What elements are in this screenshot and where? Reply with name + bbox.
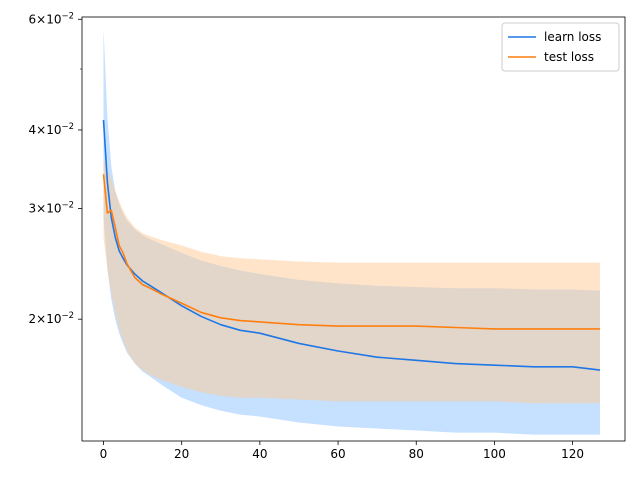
y-tick-label: 4×10−2 [29,122,75,137]
y-tick-label: 3×10−2 [29,200,75,215]
x-tick-label: 120 [561,447,584,461]
x-tick-label: 80 [409,447,424,461]
series-lines [102,119,601,371]
x-tick-label: 100 [483,447,506,461]
legend: learn loss test loss [501,22,620,72]
x-tick-label: 60 [330,447,345,461]
y-axis: 2×10−2 3×10−2 4×10−2 6×10−2 [29,11,82,326]
legend-label: test loss [544,50,594,64]
x-tick-label: 0 [100,447,108,461]
y-tick-label: 2×10−2 [29,311,75,326]
test-loss-line [102,174,600,330]
y-tick-label: 6×10−2 [29,11,75,26]
plot-frame [81,16,626,442]
x-axis: 0 20 40 60 80 100 120 [100,441,584,461]
test-loss-band [103,158,600,404]
x-tick-label: 20 [174,447,189,461]
x-tick-label: 40 [252,447,267,461]
learn-loss-line [102,119,601,371]
legend-box [501,22,620,72]
legend-label: learn loss [544,30,601,44]
confidence-bands [103,28,600,435]
